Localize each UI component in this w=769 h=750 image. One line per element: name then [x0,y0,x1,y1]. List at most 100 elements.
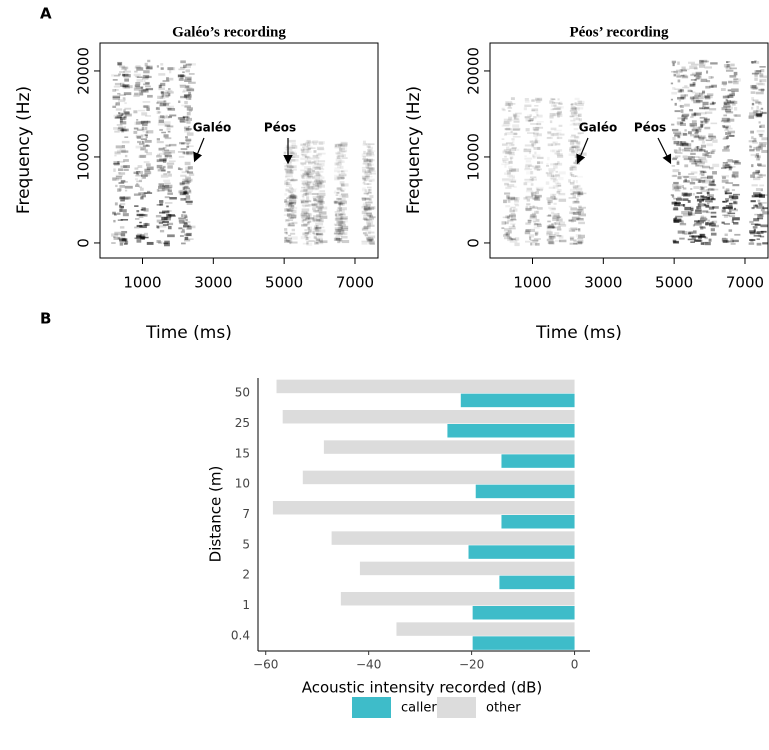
spectrogram-texture [552,174,561,178]
spectrogram-texture [535,190,539,195]
spectrogram-texture [115,176,122,180]
spectrogram-texture [546,215,552,217]
spectrogram-texture [758,88,765,91]
spectrogram-texture [301,224,308,227]
spectrogram-texture [707,188,715,191]
spectrogram-texture [163,100,167,103]
x-axis-label: Acoustic intensity recorded (dB) [302,679,543,697]
spectrogram-texture [362,155,366,160]
spectrogram-texture [702,136,707,140]
spectrogram-texture [570,103,573,106]
spectrogram-texture [758,202,762,205]
spectrogram-texture [690,79,697,81]
spectrogram-texture [556,226,561,229]
spectrogram-texture [696,192,703,194]
spectrogram-texture [334,201,342,205]
spectrogram-texture [306,211,309,215]
spectrogram-texture [505,233,510,237]
spectrogram-texture [136,224,143,227]
spectrogram-texture [337,221,346,225]
spectrogram-texture [187,238,194,240]
spectrogram-texture [751,103,754,106]
spectrogram-texture [683,233,688,235]
bar [272,501,575,515]
spectrogram-texture [365,229,372,233]
spectrogram-texture [721,107,728,111]
spectrogram-texture [728,168,732,171]
spectrogram-texture [167,108,176,111]
spectrogram-texture [525,229,530,232]
spectrogram-texture [318,238,323,242]
spectrogram-texture [366,151,374,155]
spectrogram-texture [123,74,131,78]
spectrogram-texture [724,165,733,169]
spectrogram-texture [504,228,512,231]
spectrogram-texture [514,112,522,115]
spectrogram-texture [684,192,693,196]
spectrogram-texture [285,219,294,221]
spectrogram-texture [673,206,679,211]
spectrogram-texture [749,112,757,116]
spectrogram-texture [188,189,192,193]
spectrogram-texture [681,185,684,188]
spectrogram-texture [751,97,755,101]
spectrogram-texture [691,72,696,75]
spectrogram-texture [301,208,310,212]
spectrogram-texture [504,164,507,168]
spectrogram-texture [183,94,192,98]
spectrogram-texture [112,105,117,108]
spectrogram-texture [706,191,710,194]
spectrogram-texture [722,186,725,189]
spectrogram-texture [285,202,293,206]
spectrogram-texture [368,206,376,210]
spectrogram-texture [578,100,585,105]
spectrogram-texture [114,130,120,133]
spectrogram-texture [711,197,715,200]
spectrogram-texture [300,153,304,156]
spectrogram-texture [511,138,515,141]
spectrogram-texture [724,192,732,195]
spectrogram-texture [501,227,505,230]
spectrogram-texture [756,105,759,109]
spectrogram-texture [186,151,194,154]
spectrogram-texture [118,126,124,129]
spectrogram-texture [569,188,575,192]
spectrogram-texture [167,165,173,169]
spectrogram-texture [167,225,172,230]
spectrogram-texture [550,178,557,180]
spectrogram-texture [337,150,341,154]
spectrogram-texture [185,200,193,203]
spectrogram-texture [571,150,575,154]
spectrogram-texture [572,142,580,145]
spectrogram-texture [178,155,185,158]
spectrogram-texture [143,161,150,164]
spectrogram-texture [675,215,683,218]
spectrogram-texture [502,122,511,126]
spectrogram-texture [301,175,304,179]
spectrogram-texture [180,148,188,151]
spectrogram-texture [680,122,686,127]
spectrogram-texture [533,128,539,132]
spectrogram-texture [362,162,370,165]
spectrogram-texture [318,141,324,145]
spectrogram-texture [705,139,712,142]
spectrogram-texture [180,198,187,201]
bar [472,606,575,620]
spectrogram-texture [163,151,170,155]
spectrogram-texture [572,194,576,198]
spectrogram-texture [336,157,341,160]
spectrogram-texture [760,224,769,228]
spectrogram-texture [760,88,765,92]
spectrogram-texture [305,145,309,148]
spectrogram-texture [284,193,287,196]
spectrogram-texture [570,150,579,153]
spectrogram-texture [302,214,307,218]
spectrogram-texture [305,156,311,159]
spectrogram-texture [557,212,560,217]
spectrogram-texture [754,155,759,158]
spectrogram-texture [697,203,706,207]
spectrogram-texture [507,219,514,222]
spectrogram-texture [184,128,190,131]
spectrogram-texture [502,178,509,181]
spectrogram-texture [339,200,342,203]
